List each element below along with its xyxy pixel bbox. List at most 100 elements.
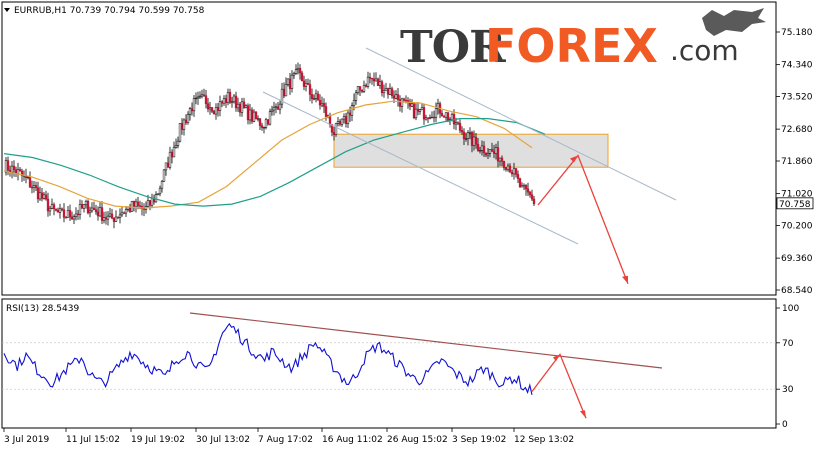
candle [86,199,90,215]
candle [352,93,356,111]
axis-layer: 75.180 74.340 73.520 72.680 71.860 71.020 70.2… [3,28,813,445]
bull-candle-body [430,116,434,119]
candle [530,189,534,202]
ma-fast-line [3,100,533,209]
bear-candle-body [20,170,24,176]
candle [68,204,72,222]
bear-candle-body [142,208,146,210]
candle [110,208,114,220]
bear-candle-body [34,185,38,189]
bull-candle-body [296,67,300,70]
bull-candle-body [50,204,54,209]
bull-candle-body [428,117,432,119]
candle [434,102,438,123]
bear-candle-body [440,113,444,117]
candle [62,203,66,223]
candle [250,107,254,124]
bull-candle-body [194,97,198,100]
bull-candle-body [286,78,290,85]
bear-candle-body [516,174,520,179]
bear-candle-body [318,100,322,106]
candle [182,118,186,136]
bear-candle-body [170,151,174,158]
bull-candle-body [454,122,458,125]
bear-candle-body [316,93,320,101]
candle [464,132,468,142]
candle [322,98,326,114]
bear-candle-body [522,185,526,187]
candle [48,205,52,216]
time-tick-label: 26 Aug 15:02 [387,435,448,445]
bull-candle-body [146,200,150,207]
bear-candle-body [396,94,400,100]
bear-candle-body [234,95,238,109]
bull-bear-icon [702,8,766,36]
bear-candle-body [62,209,66,218]
brand-logo: TOR FOREX .com [400,8,766,73]
candle [228,88,232,105]
bear-candle-body [376,78,380,86]
bull-candle-body [418,109,422,112]
bull-candle-body [156,193,160,195]
candle [78,199,82,220]
bear-candle-body [190,108,194,112]
bull-candle-body [468,132,472,134]
bull-candle-body [262,127,266,129]
bull-candle-body [352,100,356,106]
bear-candle-body [30,186,34,189]
candle [362,80,366,94]
channel-lower-line [262,91,579,245]
bull-candle-body [274,106,278,108]
annotations-layer [262,47,677,285]
bear-candle-body [508,165,512,173]
bull-candle-body [218,101,222,111]
collapse-triangle-icon[interactable] [4,8,10,12]
bear-candle-body [282,88,286,97]
bull-candle-body [362,85,366,92]
price-tick-label: 74.340 [781,61,813,71]
bear-candle-body [368,76,372,79]
svg-text:.com: .com [670,34,739,67]
price-tick-label: 75.180 [781,28,813,38]
candle [54,208,58,212]
bull-candle-body [292,73,296,76]
bear-candle-body [370,77,374,80]
bull-candle-body [304,83,308,87]
candle [312,94,316,101]
bull-candle-body [102,217,106,221]
candle [318,94,322,110]
bull-candle-body [374,78,378,82]
bull-candle-body [384,88,388,91]
bull-candle-body [78,204,82,215]
bull-candle-body [280,88,284,105]
bear-candle-body [404,99,408,102]
candle [46,192,50,217]
time-tick-label: 11 Jul 15:02 [66,435,120,445]
bull-candle-body [186,114,190,123]
arrow-head-icon [570,155,578,163]
bull-candle-body [252,111,256,122]
bear-candle-body [206,103,210,110]
price-tick-label: 71.020 [781,190,813,200]
candle [284,77,288,97]
candle [490,142,494,152]
bear-candle-body [482,145,486,154]
bear-candle-body [266,119,270,125]
candle [254,111,258,120]
bear-candle-body [138,205,142,207]
bear-candle-body [254,111,258,120]
bull-candle-body [342,116,346,120]
bear-candle-body [402,98,406,101]
bull-candle-body [244,105,248,108]
bear-candle-body [238,103,242,113]
candle [346,109,350,129]
time-tick-label: 3 Jul 2019 [4,435,49,445]
candle [368,72,372,84]
candle [270,105,274,116]
bull-candle-body [174,145,178,148]
bull-candle-body [350,105,354,116]
bear-candle-body [70,216,74,220]
candle [172,141,176,158]
candle [242,97,246,109]
candle [272,101,276,116]
